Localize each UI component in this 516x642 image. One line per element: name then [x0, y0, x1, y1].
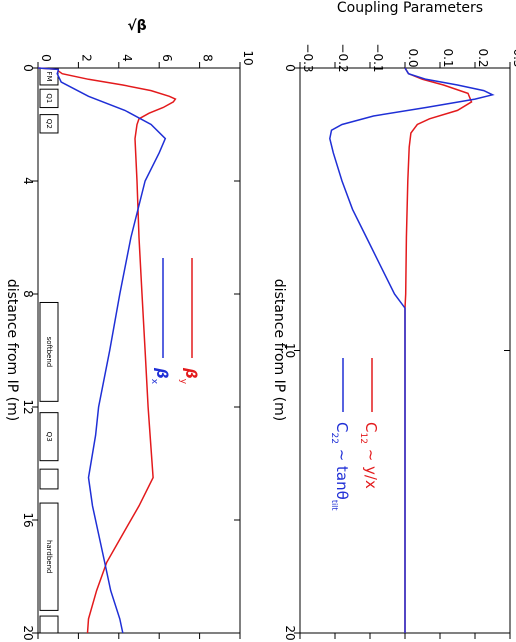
coupling-legend-label: C22 ~ tanθtilt [329, 422, 351, 511]
beta-distance-tick-label: 16 [21, 512, 35, 527]
beta-distance-tick-label: 8 [21, 290, 35, 298]
magnet-element-label: Q1 [45, 93, 53, 103]
beta-plot-frame [37, 67, 241, 634]
coupling-title: Coupling Parameters [337, 0, 483, 16]
beta-value-tick-label: 4 [120, 54, 134, 62]
coupling-value-tick-label: −0.2 [336, 43, 350, 72]
beta-legend-label: βy [178, 367, 200, 385]
beta-value-tick-label: 10 [241, 50, 255, 65]
coupling-value-tick-label: −0.3 [301, 43, 315, 72]
magnet-element-box [39, 114, 59, 134]
beta-value-tick-label: 0 [39, 54, 53, 62]
coupling-series-line-22 [329, 67, 495, 633]
beta-series-line-y [37, 67, 177, 634]
coupling-value-tick-label: 0.1 [441, 48, 455, 67]
coupling-series-lines [329, 67, 495, 633]
coupling-value-tick-label: 0.3 [511, 48, 516, 67]
magnet-element-label: softbend [45, 337, 53, 368]
beta-distance-tick-label: 12 [21, 399, 35, 414]
magnet-element-label: FM [45, 71, 53, 81]
coupling-legend: C12 ~ y/x C22 ~ tanθtilt [329, 358, 380, 511]
beta-distance-tick-label: 0 [21, 64, 35, 72]
coupling-legend-label: C12 ~ y/x [358, 422, 380, 489]
coupling-value-tick-label: −0.1 [371, 43, 385, 72]
beta-value-tick-label: 6 [160, 54, 174, 62]
coupling-distance-tick-label: 20 [283, 625, 297, 640]
coupling-value-tick-label: 0.2 [476, 48, 490, 67]
coupling-distance-tick-label: 0 [283, 64, 297, 72]
magnet-elements: FM Q1 Q2 softbend Q3 hardbend [39, 67, 59, 634]
beta-value-tick-label: 2 [79, 54, 93, 62]
magnet-element-label: Q3 [45, 432, 53, 442]
beta-legend-label: βx [149, 367, 171, 385]
magnet-element-box [39, 502, 59, 611]
magnet-element-label: hardbend [45, 540, 53, 574]
beta-series-lines [37, 67, 177, 634]
coupling-ticks: −0.3 −0.2 −0.1 0.0 0.1 0.2 0.3 0 10 20 [283, 43, 516, 640]
coupling-series-line-12 [404, 67, 473, 633]
beta-panel: √β distance from IP (m) FM Q1 Q2 softbend Q3… [4, 18, 255, 641]
magnet-element-box [39, 88, 59, 109]
magnet-element-label: Q2 [45, 119, 53, 129]
beta-distance-tick-label: 20 [21, 625, 35, 640]
magnet-element-box [39, 412, 59, 462]
beta-distance-tick-label: 4 [21, 177, 35, 185]
coupling-panel: Coupling Parameters distance from IP (m)… [271, 0, 516, 641]
magnet-element-box [39, 468, 59, 490]
magnet-element-box [39, 301, 59, 402]
coupling-x-axis-title: distance from IP (m) [271, 279, 287, 421]
magnet-element-box [39, 615, 59, 634]
coupling-distance-tick-label: 10 [283, 343, 297, 358]
beta-ticks: 0 2 4 6 8 10 0 4 8 12 16 20 [21, 50, 255, 640]
beta-x-axis-title: distance from IP (m) [4, 279, 20, 421]
beta-value-tick-label: 8 [201, 54, 215, 62]
coupling-value-tick-label: 0.0 [406, 48, 420, 67]
beta-series-line-x [37, 67, 167, 634]
beta-y-axis-title: √β [127, 18, 146, 34]
